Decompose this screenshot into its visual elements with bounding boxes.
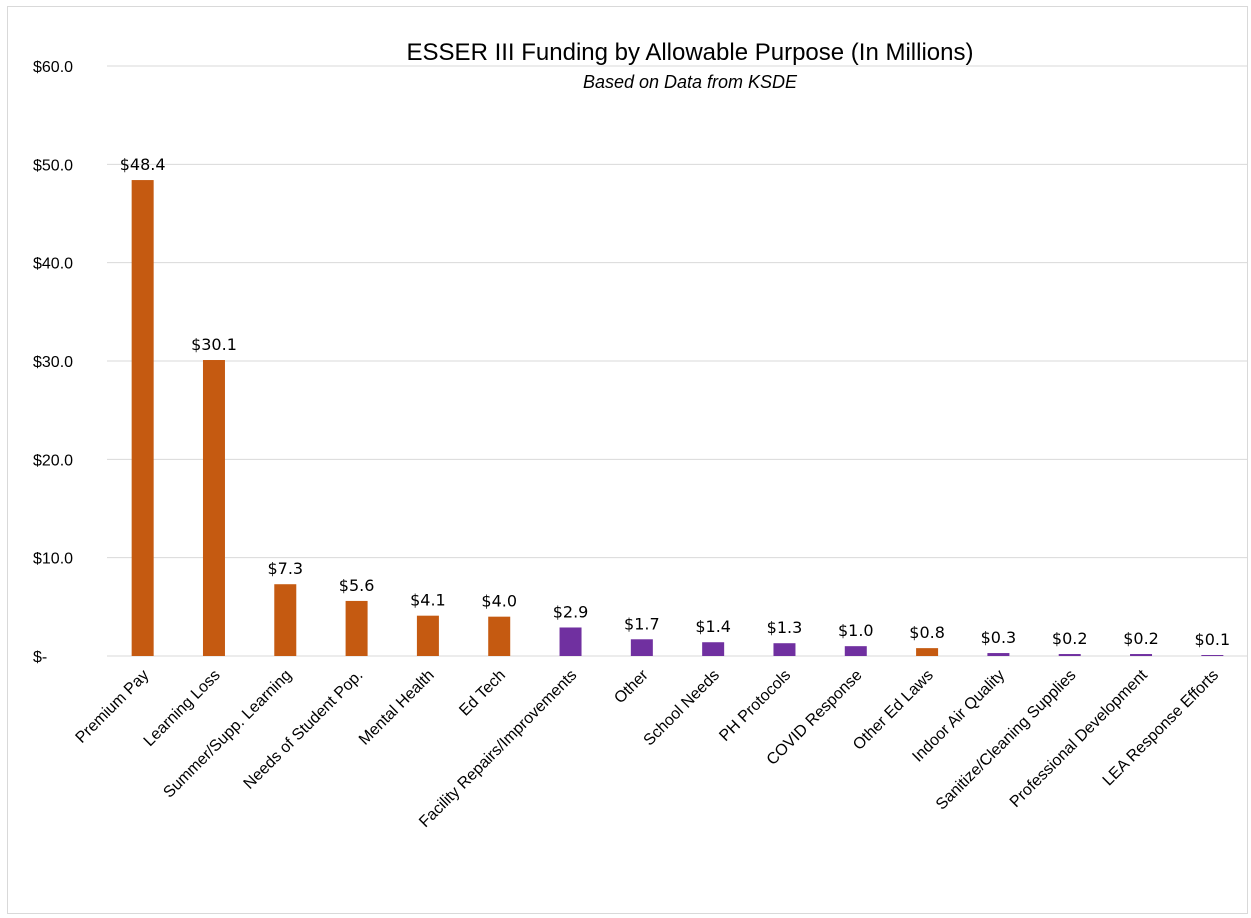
- bar: [987, 653, 1010, 656]
- data-label: $0.2: [1123, 629, 1159, 648]
- x-tick-label: Summer/Supp. Learning: [160, 667, 295, 802]
- data-label: $0.8: [909, 623, 945, 642]
- chart-title: ESSER III Funding by Allowable Purpose (…: [407, 39, 974, 66]
- x-tick-label: Professional Development: [1007, 666, 1151, 810]
- bar: [416, 615, 439, 656]
- bar: [1058, 654, 1081, 656]
- y-tick-label: $30.0: [33, 354, 73, 371]
- data-label: $0.3: [981, 628, 1017, 647]
- x-tick-label: Ed Tech: [456, 667, 509, 720]
- bar: [773, 643, 796, 656]
- bar: [202, 360, 225, 656]
- bar: [844, 646, 867, 656]
- bar: [630, 639, 653, 656]
- data-label: $0.1: [1195, 630, 1231, 649]
- x-tick-label: LEA Response Efforts: [1100, 667, 1223, 790]
- gridlines: [107, 65, 1248, 657]
- bar: [559, 627, 582, 656]
- bar: [702, 642, 725, 656]
- bars: [131, 180, 1224, 657]
- data-label: $0.2: [1052, 629, 1088, 648]
- data-label: $7.3: [267, 559, 303, 578]
- y-tick-label: $40.0: [33, 256, 73, 273]
- x-tick-label: Facility Repairs/Improvements: [416, 667, 580, 831]
- data-label: $48.4: [120, 155, 166, 174]
- bar: [345, 600, 368, 656]
- x-tick-label: Mental Health: [356, 667, 438, 749]
- x-tick-label: Other: [611, 666, 652, 707]
- y-tick-label: $10.0: [33, 551, 73, 568]
- data-label: $2.9: [553, 602, 589, 621]
- x-tick-label: School Needs: [641, 667, 723, 749]
- x-tick-label: Needs of Student Pop.: [241, 667, 367, 793]
- x-tick-label: PH Protocols: [716, 667, 794, 745]
- bar: [1130, 654, 1153, 656]
- chart-subtitle: Based on Data from KSDE: [583, 72, 798, 92]
- data-label: $30.1: [191, 335, 237, 354]
- bar: [274, 584, 297, 656]
- x-tick-label: Sanitize/Cleaning Supplies: [933, 667, 1080, 814]
- data-label: $1.0: [838, 621, 874, 640]
- data-label: $5.6: [339, 576, 375, 595]
- y-axis-ticks: $- $10.0 $20.0 $30.0 $40.0 $50.0 $60.0: [33, 59, 73, 666]
- data-label: $1.7: [624, 614, 660, 633]
- y-tick-label: $20.0: [33, 452, 73, 469]
- bar: [488, 616, 511, 656]
- y-tick-label: $50.0: [33, 157, 73, 174]
- data-label: $1.3: [767, 618, 803, 637]
- bar: [1201, 655, 1224, 656]
- data-label: $1.4: [695, 617, 731, 636]
- x-tick-label: Premium Pay: [73, 667, 153, 747]
- bar: [916, 648, 939, 656]
- data-label: $4.1: [410, 591, 446, 610]
- bar: [131, 180, 154, 657]
- y-tick-label: $60.0: [33, 59, 73, 76]
- data-labels: $48.4 $30.1 $7.3 $5.6 $4.1 $4.0 $2.9 $1.7 $1.4 $1…: [120, 155, 1230, 649]
- data-label: $4.0: [481, 592, 517, 611]
- y-tick-label: $-: [33, 649, 47, 666]
